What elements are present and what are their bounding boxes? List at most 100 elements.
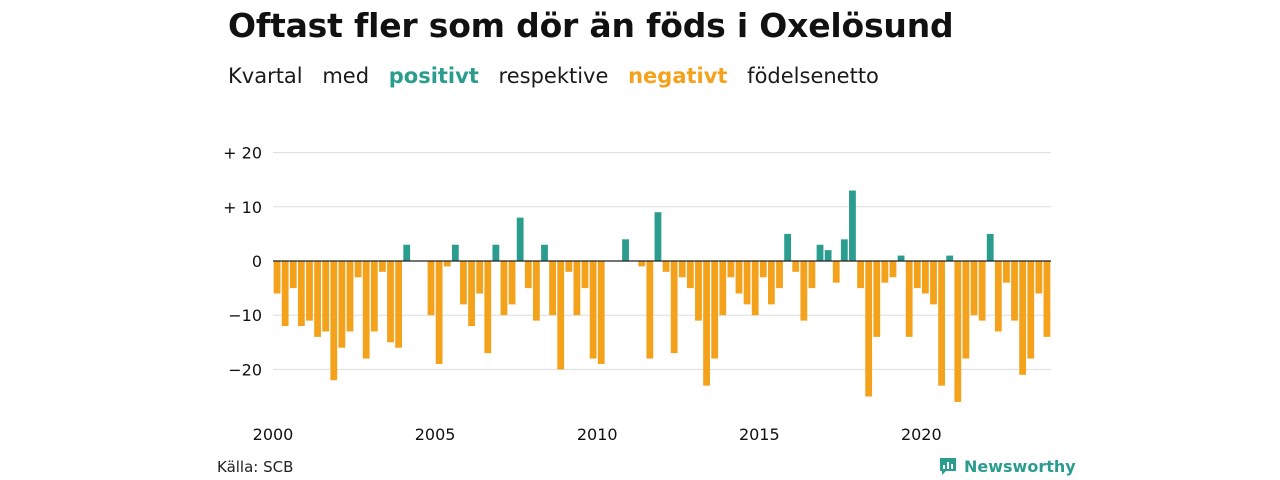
- chart-subtitle: Kvartal med positivt respektive negativt…: [228, 64, 892, 88]
- bar: [816, 244, 824, 261]
- bar: [532, 261, 540, 321]
- bar: [395, 261, 403, 348]
- subtitle-part-kvartal: Kvartal: [228, 64, 303, 88]
- bar: [930, 261, 937, 305]
- bar: [921, 261, 929, 294]
- bar: [970, 261, 978, 316]
- subtitle-part-respektive: respektive: [498, 64, 609, 88]
- bar: [273, 261, 281, 294]
- bar: [670, 261, 678, 354]
- bar: [492, 244, 500, 261]
- bar: [832, 261, 840, 283]
- bar: [468, 261, 475, 327]
- bar: [1027, 261, 1035, 359]
- bar: [508, 261, 516, 305]
- x-tick-label: 2020: [901, 425, 942, 444]
- bar: [379, 261, 386, 272]
- bar: [557, 261, 565, 370]
- bar: [978, 261, 986, 321]
- bar: [938, 261, 945, 386]
- bar: [776, 261, 783, 289]
- bar: [784, 233, 792, 261]
- bar: [1043, 261, 1051, 337]
- bar-chart-speech-icon: [940, 458, 956, 475]
- bar: [711, 261, 719, 359]
- bar: [297, 261, 305, 327]
- bar: [743, 261, 751, 305]
- bar: [768, 261, 775, 305]
- bar: [1003, 261, 1010, 283]
- y-tick-label: + 10: [223, 198, 262, 217]
- bar: [476, 261, 484, 294]
- bar: [808, 261, 816, 289]
- bar: [1035, 261, 1043, 294]
- bar: [289, 261, 297, 289]
- bar: [654, 212, 662, 261]
- bar: [597, 261, 605, 364]
- bar: [573, 261, 581, 316]
- bar: [865, 261, 873, 397]
- bar: [873, 261, 881, 337]
- bar: [451, 244, 459, 261]
- bar: [719, 261, 727, 316]
- bar: [516, 217, 524, 261]
- bar: [686, 261, 694, 289]
- bar: [946, 255, 954, 261]
- y-tick-label: + 20: [223, 144, 262, 163]
- bar: [905, 261, 913, 337]
- y-tick-label: −20: [228, 360, 262, 379]
- bar: [792, 261, 800, 272]
- bar: [703, 261, 710, 386]
- bar: [338, 261, 346, 348]
- subtitle-negative-word: negativt: [628, 64, 728, 88]
- bar: [849, 190, 856, 261]
- bar: [354, 261, 362, 278]
- x-tick-label: 2010: [577, 425, 618, 444]
- bar: [727, 261, 735, 278]
- bar: [589, 261, 597, 359]
- x-tick-label: 2000: [253, 425, 294, 444]
- bar: [581, 261, 589, 289]
- bar: [1011, 261, 1018, 321]
- brand-logo: Newsworthy: [938, 456, 1076, 476]
- source-note: Källa: SCB: [217, 458, 294, 476]
- y-tick-label: −10: [228, 306, 262, 325]
- subtitle-part-med: med: [322, 64, 370, 88]
- bar: [662, 261, 670, 272]
- bar: [986, 233, 994, 261]
- bar: [314, 261, 321, 337]
- bar: [889, 261, 897, 278]
- bar: [962, 261, 970, 359]
- bar: [484, 261, 492, 354]
- subtitle-positive-word: positivt: [388, 64, 479, 88]
- y-tick-label: 0: [252, 252, 262, 271]
- bar: [646, 261, 654, 359]
- bar: [403, 244, 411, 261]
- bar: [638, 261, 646, 267]
- bar: [881, 261, 889, 283]
- bar: [346, 261, 354, 332]
- bar: [387, 261, 394, 343]
- bar: [427, 261, 435, 316]
- bar: [751, 261, 759, 316]
- bar: [994, 261, 1002, 332]
- bar: [1019, 261, 1027, 375]
- bar: [330, 261, 338, 381]
- bar: [281, 261, 289, 327]
- bar: [500, 261, 508, 316]
- bar: [735, 261, 743, 294]
- bar: [322, 261, 330, 332]
- bar: [913, 261, 921, 289]
- bar: [549, 261, 556, 316]
- bar: [954, 261, 962, 402]
- bar: [695, 261, 702, 321]
- brand-name: Newsworthy: [964, 456, 1076, 476]
- bar: [565, 261, 573, 272]
- bar: [759, 261, 767, 278]
- chart-title: Oftast fler som dör än föds i Oxelösund: [228, 6, 954, 45]
- bar: [370, 261, 378, 332]
- x-tick-label: 2005: [415, 425, 456, 444]
- bar: [857, 261, 864, 289]
- bar: [800, 261, 808, 321]
